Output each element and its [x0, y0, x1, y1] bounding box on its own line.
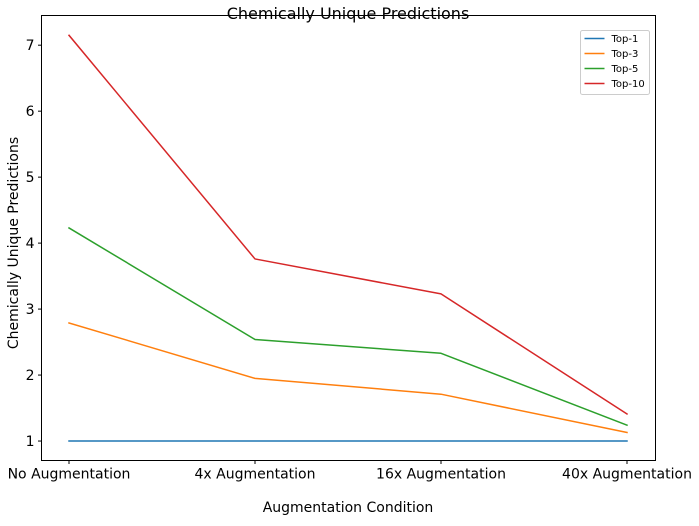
legend-label-top-10: Top-10: [611, 79, 645, 90]
plot-frame: [41, 15, 656, 461]
y-tick-label: 1: [26, 434, 35, 450]
y-tick-label: 2: [26, 368, 35, 384]
y-axis-label: Chemically Unique Predictions: [6, 137, 22, 349]
y-tick-label: 7: [26, 38, 35, 54]
y-tick-label: 3: [26, 302, 35, 318]
series-line-top-3: [68, 322, 628, 434]
y-tick-label: 6: [26, 104, 35, 120]
y-tick-label: 4: [26, 236, 35, 252]
y-tick-label: 5: [26, 170, 35, 186]
series-line-top-10: [67, 34, 629, 416]
legend: Top-1 Top-3 Top-5 Top-10: [580, 30, 650, 95]
legend-label-top-5: Top-5: [611, 64, 639, 75]
axes: 1 2 3 4 5 6 7 No Augmentation 4x Augmentation 16x…: [8, 38, 692, 482]
x-tick-label: 4x Augmentation: [195, 467, 316, 483]
legend-label-top-1: Top-1: [611, 34, 639, 45]
legend-box: [580, 30, 650, 95]
x-axis-label: Augmentation Condition: [263, 500, 434, 516]
x-tick-label: No Augmentation: [8, 467, 131, 483]
legend-label-top-3: Top-3: [611, 49, 639, 60]
plot-area: [67, 34, 629, 442]
chart-title: Chemically Unique Predictions: [227, 4, 470, 23]
series-line-top-5: [67, 226, 628, 427]
x-tick-label: 40x Augmentation: [562, 467, 692, 483]
x-tick-label: 16x Augmentation: [376, 467, 506, 483]
